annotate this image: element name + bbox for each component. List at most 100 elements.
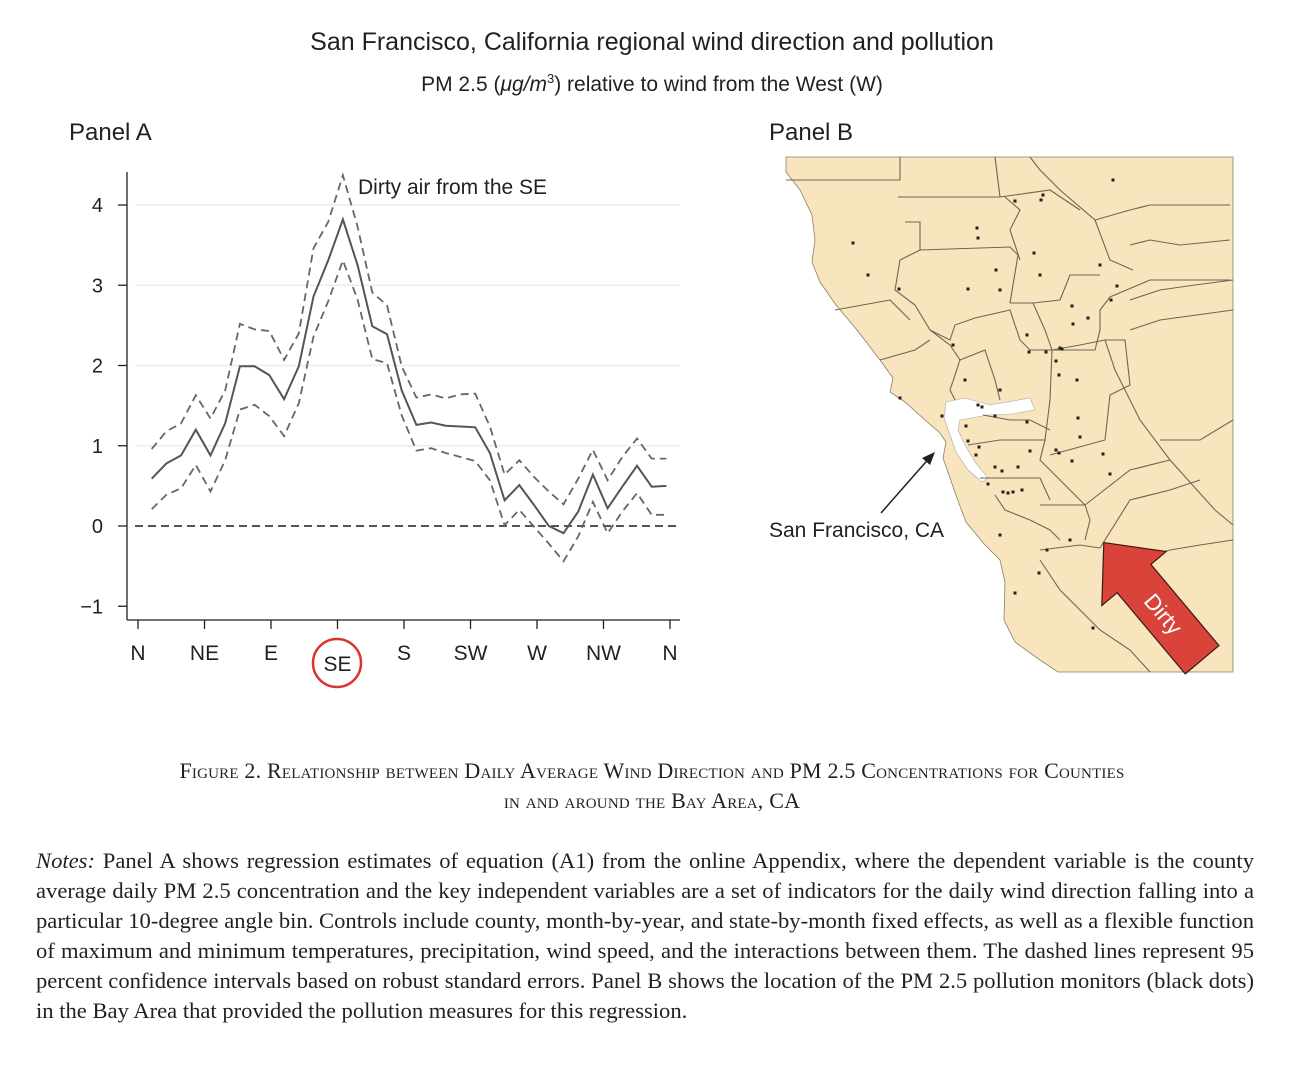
series-line-lower-95-ci [151, 257, 667, 563]
county-borders [786, 156, 1234, 673]
x-tick-label: SW [454, 642, 488, 665]
series-line-upper-95-ci [151, 172, 667, 506]
x-tick-label: N [662, 642, 677, 665]
y-ticks: −1 0 1 2 3 4 [80, 195, 127, 618]
monitor-dot [1076, 416, 1080, 420]
city-label: San Francisco, CA [769, 519, 944, 542]
dirty-wind-arrow: Dirty [1101, 541, 1220, 675]
monitor-dot [1054, 448, 1058, 452]
caption-line-1: Figure 2. Relationship between Daily Ave… [179, 758, 1125, 783]
dirty-arrow-shape [1101, 541, 1220, 675]
subtitle-sup: 3 [546, 71, 555, 86]
monitor-dot [986, 482, 990, 486]
gridlines [135, 204, 680, 447]
monitor-dot [966, 287, 970, 291]
x-tick-label: NW [586, 642, 621, 665]
monitor-dot [980, 405, 984, 409]
monitor-dot [1044, 350, 1048, 354]
monitor-dot [1101, 452, 1105, 456]
monitor-dot [998, 288, 1002, 292]
monitor-dot [897, 287, 901, 291]
panel-b-map: San Francisco, CA Dirty [769, 156, 1234, 675]
x-tick-label: S [397, 642, 411, 665]
monitor-dot [1111, 178, 1115, 182]
monitor-dot [1071, 322, 1075, 326]
monitor-dot [940, 414, 944, 418]
land-area [785, 156, 1234, 673]
monitor-dot [1068, 538, 1072, 542]
figure-subtitle: PM 2.5 (μg/m3) relative to wind from the… [0, 71, 1304, 97]
series-line-estimate [150, 216, 667, 535]
monitor-dot [1000, 469, 1004, 473]
monitor-dot [964, 424, 968, 428]
city-pointer-arrowhead [922, 452, 935, 465]
monitor-dot [1041, 193, 1045, 197]
bay-water [943, 397, 1036, 483]
monitor-dot [1020, 488, 1024, 492]
monitor-dot [1109, 298, 1113, 302]
figure-title: San Francisco, California regional wind … [310, 28, 994, 56]
monitor-dot [1038, 273, 1042, 277]
notes-text: Panel A shows regression estimates of eq… [36, 848, 1254, 1023]
y-tick-label: 1 [92, 436, 103, 458]
x-tick-label: W [527, 642, 547, 665]
monitor-dot [974, 453, 978, 457]
caption-line-2: in and around the Bay Area, CA [503, 788, 801, 813]
monitor-dot [1032, 251, 1036, 255]
monitor-dot [1108, 472, 1112, 476]
monitor-dot [1098, 263, 1102, 267]
se-highlight-circle [311, 637, 363, 689]
monitor-dot [1057, 373, 1061, 377]
monitor-dot [993, 414, 997, 418]
monitor-dot [1037, 571, 1041, 575]
monitor-dot [1027, 350, 1031, 354]
y-tick-label: 2 [92, 356, 103, 378]
monitor-dot [1054, 359, 1058, 363]
panel-b-label: Panel B [769, 119, 854, 146]
x-tick-label: SE [323, 653, 351, 676]
monitor-dot [1028, 449, 1032, 453]
monitor-dot [1091, 626, 1095, 630]
x-ticks: N NE E SE S SW W NW N [130, 620, 678, 676]
x-tick-label: E [264, 642, 278, 665]
figure-notes: Notes: Panel A shows regression estimate… [36, 846, 1254, 1026]
monitor-dot [1045, 548, 1049, 552]
x-tick-label: NE [190, 642, 219, 665]
chart-annotation: Dirty air from the SE [358, 176, 547, 199]
panel-a-label: Panel A [69, 119, 152, 146]
monitor-dot [993, 465, 997, 469]
figure-caption: Figure 2. Relationship between Daily Ave… [30, 756, 1274, 816]
monitor-dot [1070, 459, 1074, 463]
monitor-dot [951, 343, 955, 347]
series-group [150, 172, 667, 563]
monitor-dot [1039, 198, 1043, 202]
monitor-dot [975, 226, 979, 230]
y-tick-label: −1 [80, 596, 103, 618]
subtitle-suffix: ) relative to wind from the West (W) [554, 73, 883, 96]
monitor-dots [851, 178, 1119, 630]
monitor-dot [1070, 304, 1074, 308]
monitor-dot [1078, 435, 1082, 439]
subtitle-prefix: PM 2.5 ( [421, 73, 501, 96]
monitor-dot [1001, 490, 1005, 494]
monitor-dot [966, 439, 970, 443]
monitor-dot [998, 533, 1002, 537]
y-tick-label: 4 [92, 195, 103, 217]
monitor-dot [998, 388, 1002, 392]
monitor-dot [1115, 284, 1119, 288]
subtitle-unit: μg/m [500, 73, 547, 96]
monitor-dot [1025, 420, 1029, 424]
monitor-dot [963, 378, 967, 382]
monitor-dot [994, 268, 998, 272]
monitor-dot [1086, 316, 1090, 320]
monitor-dot [1025, 333, 1029, 337]
monitor-dot [1013, 199, 1017, 203]
monitor-dot [866, 273, 870, 277]
monitor-dot [1058, 346, 1062, 350]
monitor-dot [976, 403, 980, 407]
monitor-dot [976, 236, 980, 240]
monitor-dot [1075, 378, 1079, 382]
city-pointer-line [880, 454, 933, 514]
monitor-dot [898, 396, 902, 400]
notes-label: Notes: [36, 848, 95, 873]
